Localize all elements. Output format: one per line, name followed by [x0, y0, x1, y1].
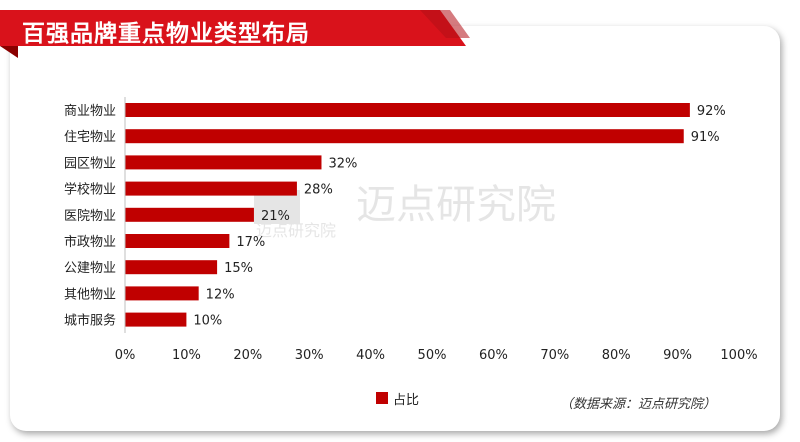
value-label: 91% — [691, 130, 720, 145]
value-label: 10% — [193, 314, 222, 329]
bars — [125, 103, 690, 327]
category-label: 商业物业 — [64, 104, 116, 119]
value-label: 28% — [304, 183, 333, 198]
bar — [125, 181, 297, 196]
legend-swatch — [376, 392, 388, 404]
x-tick-label: 20% — [233, 348, 262, 363]
bar — [125, 312, 187, 327]
value-label: 32% — [328, 156, 357, 171]
value-label: 92% — [697, 104, 726, 119]
x-tick-label: 10% — [172, 348, 201, 363]
legend: 占比 — [376, 391, 420, 408]
x-axis-ticks: 0% 10% 20% 30% 40% 50% 60% 70% 80% 90% 100% — [115, 348, 758, 363]
bar — [125, 234, 230, 248]
bar — [125, 260, 218, 275]
bar — [125, 155, 322, 170]
x-tick-label: 0% — [115, 348, 136, 363]
legend-label: 占比 — [393, 392, 420, 408]
chart-card — [10, 26, 780, 431]
bar — [125, 129, 684, 144]
category-label: 学校物业 — [64, 182, 116, 198]
x-tick-label: 30% — [295, 348, 324, 363]
x-tick-label: 50% — [418, 348, 447, 363]
bar — [125, 207, 254, 222]
value-label: 17% — [236, 235, 265, 250]
category-label: 住宅物业 — [64, 130, 116, 145]
category-label: 公建物业 — [64, 261, 116, 276]
x-tick-label: 80% — [602, 348, 631, 363]
value-label: 21% — [261, 209, 290, 224]
category-label: 其他物业 — [64, 287, 116, 302]
source-note: （数据来源：迈点研究院） — [560, 397, 717, 412]
x-tick-label: 40% — [356, 348, 385, 363]
bar — [125, 286, 199, 301]
bar — [125, 103, 690, 117]
category-label: 园区物业 — [64, 156, 116, 171]
title-banner: 百强品牌重点物业类型布局 — [0, 8, 470, 60]
value-label: 12% — [206, 287, 235, 302]
category-label: 市政物业 — [64, 234, 116, 250]
value-label: 15% — [224, 261, 253, 276]
chart-title: 百强品牌重点物业类型布局 — [22, 21, 310, 47]
x-tick-label: 90% — [663, 348, 692, 363]
title-banner-shape — [0, 10, 470, 58]
x-tick-label: 60% — [479, 348, 508, 363]
category-label: 城市服务 — [64, 313, 116, 329]
x-tick-label: 70% — [540, 348, 569, 363]
x-tick-label: 100% — [720, 348, 757, 363]
category-label: 医院物业 — [64, 209, 116, 224]
value-labels: 92% 91% 32% 28% 21% 17% 15% 12% 10% — [193, 104, 725, 329]
